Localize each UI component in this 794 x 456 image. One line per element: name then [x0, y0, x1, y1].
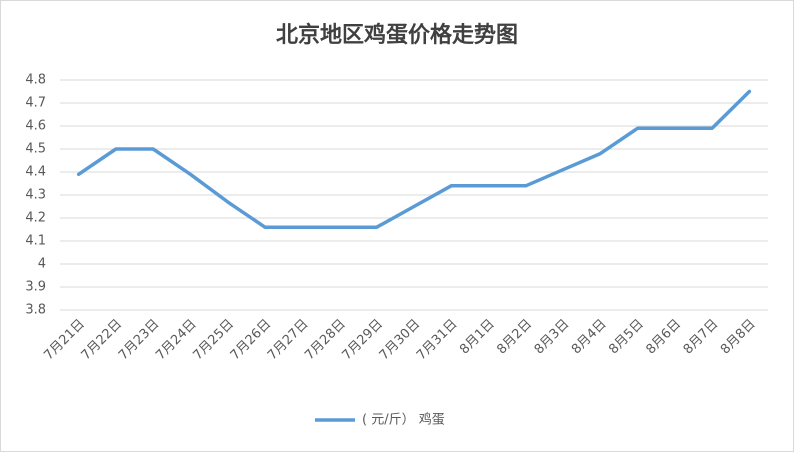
y-tick-label: 4.1: [25, 234, 46, 249]
y-tick-label: 4.6: [25, 119, 46, 134]
data-line: [76, 89, 752, 229]
chart-title: 北京地区鸡蛋价格走势图: [276, 22, 518, 48]
y-tick-label: 4.5: [25, 142, 46, 157]
y-tick-label: 4.3: [25, 188, 46, 203]
y-tick-label: 3.9: [25, 280, 46, 295]
legend-label: ( 元/斤） 鸡蛋: [362, 412, 445, 428]
y-tick-label: 4.4: [25, 165, 46, 180]
y-tick-label: 4.7: [25, 96, 46, 111]
y-tick-label: 4.8: [25, 73, 46, 88]
y-tick-label: 3.8: [25, 303, 46, 318]
y-tick-label: 4.2: [25, 211, 46, 226]
y-tick-label: 4: [38, 257, 46, 272]
